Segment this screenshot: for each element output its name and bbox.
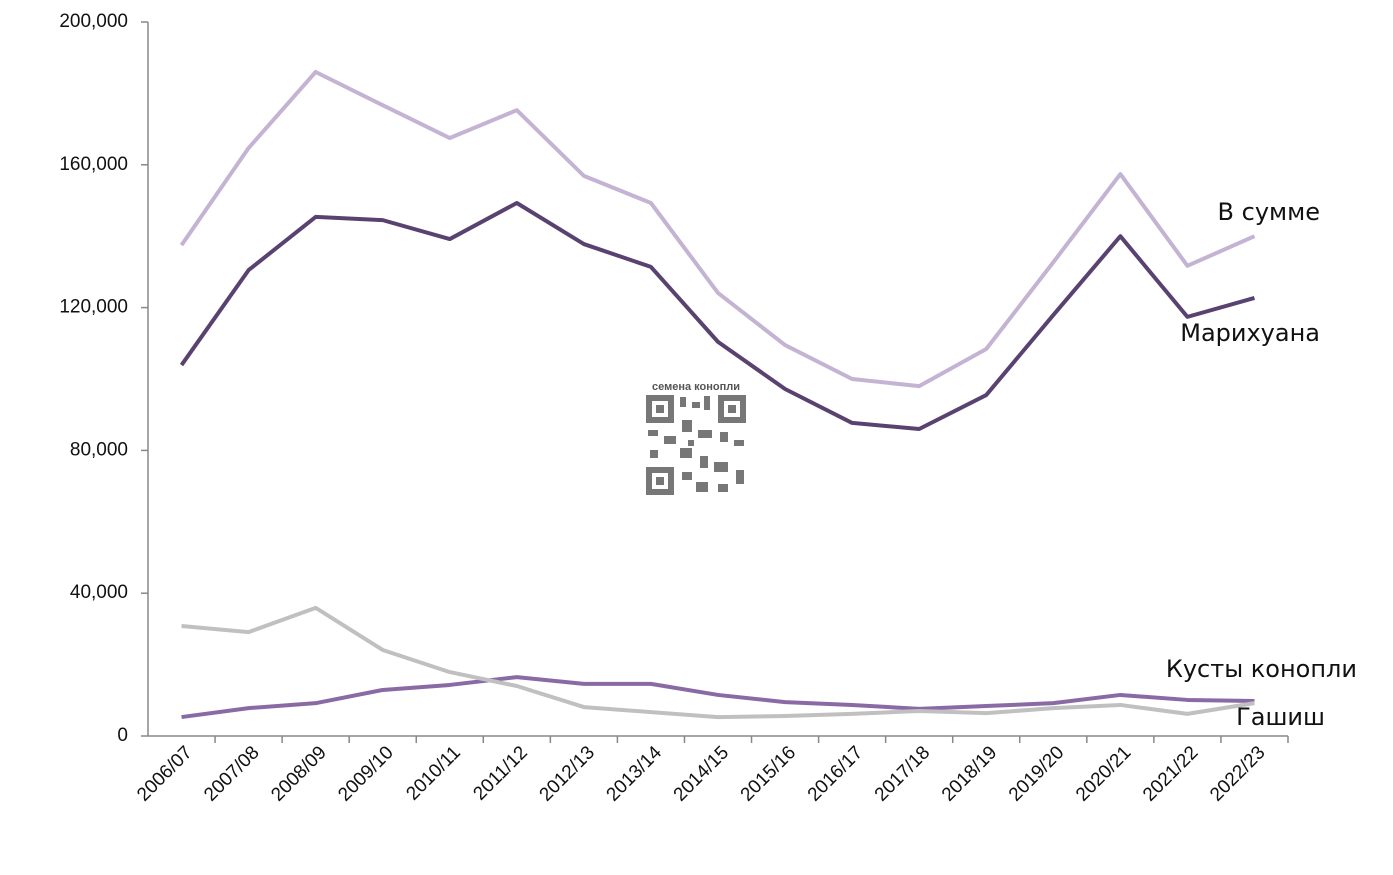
watermark: семена конопли [646, 381, 746, 495]
series-label: В сумме [1218, 198, 1320, 226]
series-label: Кусты конопли [1166, 655, 1357, 683]
x-tick-label: 2020/21 [1072, 742, 1135, 805]
series-label: Гашиш [1236, 703, 1325, 731]
y-tick-label: 160,000 [59, 154, 128, 175]
x-tick-label: 2019/20 [1005, 742, 1068, 805]
x-tick-label: 2008/09 [267, 742, 330, 805]
x-tick-label: 2021/22 [1139, 742, 1202, 805]
x-tick-label: 2011/12 [469, 742, 531, 804]
x-tick-label: 2018/19 [938, 742, 1001, 805]
x-tick-label: 2010/11 [402, 742, 464, 804]
x-tick-label: 2006/07 [133, 742, 196, 805]
y-tick-label: 40,000 [70, 582, 128, 603]
watermark-text: семена конопли [652, 381, 740, 393]
y-tick-label: 120,000 [59, 297, 128, 318]
series-line [181, 675, 1255, 720]
y-tick-label: 80,000 [70, 439, 128, 460]
series-label: Марихуана [1180, 319, 1320, 347]
x-tick-label: 2015/16 [737, 742, 800, 805]
series-line [179, 200, 1256, 431]
x-tick-label: 2014/15 [670, 742, 733, 805]
series-line [181, 605, 1255, 720]
x-tick-label: 2022/23 [1206, 742, 1269, 805]
qr-code [646, 395, 746, 495]
x-tick-label: 2013/14 [603, 742, 667, 806]
y-tick-label: 200,000 [59, 11, 128, 32]
x-tick-label: 2009/10 [334, 742, 397, 805]
series-line [179, 69, 1256, 389]
x-tick-label: 2016/17 [804, 742, 867, 805]
x-tick-label: 2007/08 [200, 742, 263, 805]
y-tick-label: 0 [117, 725, 128, 746]
x-tick-label: 2012/13 [536, 742, 599, 805]
x-tick-label: 2017/18 [871, 742, 934, 805]
